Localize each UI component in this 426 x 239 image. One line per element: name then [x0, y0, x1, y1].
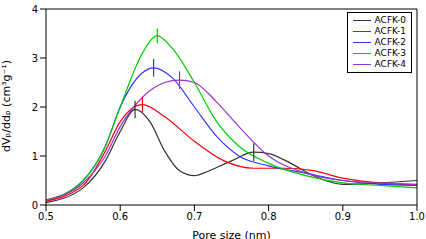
html-text:ACFK-4: ACFK-4	[374, 59, 406, 69]
svg-text:Pore size (nm): Pore size (nm)	[192, 229, 271, 239]
svg-text:2: 2	[32, 102, 38, 113]
svg-text:1.0: 1.0	[409, 211, 418, 222]
svg-text:4: 4	[32, 4, 38, 15]
svg-text:dVₚ/ddₚ (cm³g⁻¹): dVₚ/ddₚ (cm³g⁻¹)	[8, 60, 13, 152]
svg-text:1: 1	[32, 151, 38, 162]
svg-text:0.5: 0.5	[38, 211, 54, 222]
html-text:ACFK-2: ACFK-2	[374, 37, 406, 47]
svg-text:0.6: 0.6	[112, 211, 128, 222]
svg-text:0.7: 0.7	[186, 211, 202, 222]
html-text:ACFK-1: ACFK-1	[374, 26, 406, 36]
svg-text:3: 3	[32, 53, 38, 64]
svg-text:0.9: 0.9	[335, 211, 351, 222]
html-text:ACFK-3: ACFK-3	[374, 48, 406, 58]
html-text:ACFK-0: ACFK-0	[374, 15, 406, 25]
svg-text:0.8: 0.8	[261, 211, 277, 222]
svg-text:0: 0	[32, 200, 38, 211]
